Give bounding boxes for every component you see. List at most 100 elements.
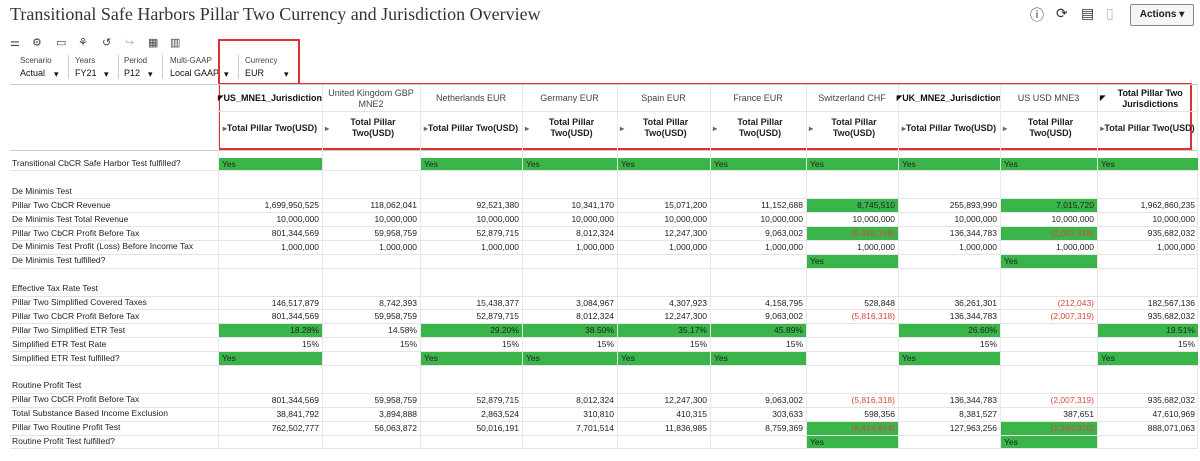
data-cell[interactable]: 45.89% — [711, 324, 806, 338]
column-subheader[interactable]: ▸ Total Pillar Two(USD) — [322, 113, 420, 143]
expand-icon[interactable]: ▸ — [325, 123, 330, 133]
data-cell[interactable]: 10,000,000 — [760, 214, 803, 225]
data-cell[interactable]: Yes — [711, 157, 806, 171]
data-cell[interactable]: 255,893,990 — [949, 200, 997, 211]
data-cell[interactable]: (2,007,319) — [1001, 227, 1097, 240]
data-cell[interactable]: 1,000,000 — [1157, 241, 1195, 252]
column-subheader-text[interactable]: Total Pillar Two(USD) — [350, 117, 396, 138]
data-cell[interactable]: 9,063,002 — [765, 311, 803, 322]
data-cell[interactable]: Yes — [1098, 157, 1198, 171]
expand-icon[interactable]: ▸ — [809, 123, 814, 133]
expand-icon[interactable]: ◤ — [896, 95, 903, 102]
data-cell[interactable]: 18.28% — [219, 324, 322, 338]
data-cell[interactable]: 12,247,300 — [664, 394, 707, 405]
column-subheader[interactable]: ▸ Total Pillar Two(USD) — [710, 113, 806, 143]
expand-icon[interactable]: ◤ — [1100, 95, 1106, 102]
data-cell[interactable]: Yes — [711, 352, 806, 366]
data-cell[interactable]: 35.17% — [618, 324, 710, 338]
data-cell[interactable]: 935,682,032 — [1147, 311, 1195, 322]
column-subheader-text[interactable]: Total Pillar Two(USD) — [905, 122, 997, 133]
pov-dropdown[interactable]: ▾ — [54, 69, 59, 79]
data-cell[interactable]: 136,344,783 — [949, 394, 997, 405]
data-cell[interactable]: 7,701,514 — [576, 422, 614, 433]
pov-dropdown[interactable]: ▾ — [224, 69, 229, 79]
column-header[interactable]: Netherlands EUR — [420, 86, 522, 111]
data-cell[interactable]: 19.51% — [1098, 324, 1198, 338]
pov-value[interactable]: EUR — [245, 68, 265, 78]
data-cell[interactable]: 15,438,377 — [476, 297, 519, 308]
data-cell[interactable]: Yes — [1001, 435, 1097, 449]
data-cell[interactable]: 8,742,393 — [379, 297, 417, 308]
column-subheader[interactable]: ▸ Total Pillar Two(USD) — [1097, 113, 1198, 143]
data-cell[interactable]: Yes — [421, 157, 522, 171]
data-cell[interactable]: 15% — [979, 339, 997, 350]
data-cell[interactable]: 10,000,000 — [954, 214, 997, 225]
actions-label[interactable]: Actions — [1139, 9, 1177, 20]
column-header[interactable]: France EUR — [710, 86, 806, 111]
column-subheader-text[interactable]: Total Pillar Two(USD) — [548, 117, 595, 138]
column-header[interactable]: Germany EUR — [522, 86, 617, 111]
data-cell[interactable]: 9,063,002 — [765, 228, 803, 238]
data-cell[interactable]: 310,810 — [583, 408, 614, 419]
pov-value[interactable]: FY21 — [75, 68, 97, 78]
data-cell[interactable]: 15% — [689, 339, 707, 350]
data-cell[interactable]: 146,517,879 — [271, 297, 319, 308]
data-cell[interactable]: 598,356 — [864, 408, 895, 419]
column-header-text[interactable]: Germany EUR — [540, 93, 599, 103]
data-cell[interactable]: 14.58% — [388, 325, 417, 336]
data-cell[interactable]: 26.60% — [899, 324, 1000, 338]
data-cell[interactable]: 15% — [301, 339, 319, 350]
data-cell[interactable]: 8,381,527 — [959, 408, 997, 419]
data-cell[interactable]: 15% — [785, 339, 803, 350]
column-subheader-text[interactable]: Total Pillar Two(USD) — [226, 122, 318, 133]
data-cell[interactable]: 3,084,967 — [576, 297, 614, 308]
column-header[interactable]: United Kingdom GBP MNE2 — [322, 86, 420, 111]
data-cell[interactable]: Yes — [523, 157, 617, 171]
expand-icon[interactable]: ▸ — [620, 123, 625, 133]
data-cell[interactable]: 7,015,720 — [1001, 199, 1097, 213]
data-cell[interactable]: 36,261,301 — [954, 297, 997, 308]
data-cell[interactable]: (6,414,674) — [807, 421, 898, 435]
data-cell[interactable]: 59,958,759 — [374, 228, 417, 238]
expand-icon[interactable]: ▸ — [525, 123, 530, 133]
data-cell[interactable]: 136,344,783 — [949, 228, 997, 238]
column-subheader[interactable]: ▸ Total Pillar Two(USD) — [1000, 113, 1097, 143]
data-cell[interactable]: Yes — [219, 352, 322, 366]
column-subheader[interactable]: ▸ Total Pillar Two(USD) — [617, 113, 710, 143]
data-cell[interactable]: 10,000,000 — [276, 214, 319, 225]
data-cell[interactable]: 11,152,688 — [761, 200, 803, 211]
data-cell[interactable]: 888,071,063 — [1147, 422, 1195, 433]
data-cell[interactable]: Yes — [523, 352, 617, 366]
expand-icon[interactable]: ▸ — [713, 123, 718, 133]
data-cell[interactable]: 2,863,524 — [481, 408, 519, 419]
column-header-text[interactable]: Total Pillar Two Jurisdictions — [1117, 87, 1183, 109]
data-cell[interactable]: 182,567,136 — [1147, 297, 1195, 308]
info-icon[interactable]: ⓘ — [1030, 7, 1044, 23]
data-cell[interactable]: 50,016,191 — [476, 422, 519, 433]
data-cell[interactable]: (2,394,970) — [1001, 421, 1097, 435]
data-cell[interactable]: Yes — [618, 157, 710, 171]
column-header-text[interactable]: UK_MNE2_Jurisdiction — [902, 93, 1002, 103]
expand-icon[interactable]: ▸ — [1100, 123, 1105, 133]
pov-value[interactable]: Actual — [20, 68, 46, 78]
data-cell[interactable]: 56,063,872 — [374, 422, 417, 433]
data-cell[interactable]: 8,012,324 — [576, 394, 614, 405]
column-subheader[interactable]: ▸ Total Pillar Two(USD) — [218, 113, 322, 143]
data-cell[interactable]: 1,000,000 — [857, 241, 895, 252]
data-cell[interactable]: 10,341,170 — [571, 200, 614, 211]
column-header-text[interactable]: US_MNE1_Jurisdiction — [223, 93, 322, 103]
data-cell[interactable]: 15% — [1177, 339, 1195, 350]
column-subheader-text[interactable]: Total Pillar Two(USD) — [1027, 117, 1074, 138]
data-cell[interactable]: 1,000,000 — [765, 241, 803, 252]
data-cell[interactable]: Yes — [421, 352, 522, 366]
data-cell[interactable]: (2,007,319) — [1050, 394, 1094, 405]
toolbar-icon[interactable]: ⚌ — [10, 37, 20, 49]
expand-icon[interactable]: ◤ — [218, 95, 224, 102]
toolbar-icon[interactable]: ⚘ — [78, 37, 88, 49]
data-cell[interactable]: 801,344,569 — [271, 228, 319, 238]
column-subheader[interactable]: ▸ Total Pillar Two(USD) — [522, 113, 617, 143]
column-header-text[interactable]: Spain EUR — [641, 93, 686, 103]
data-cell[interactable]: 1,000,000 — [669, 241, 707, 252]
data-cell[interactable]: 387,651 — [1063, 408, 1094, 419]
data-cell[interactable]: 29.20% — [421, 324, 522, 338]
